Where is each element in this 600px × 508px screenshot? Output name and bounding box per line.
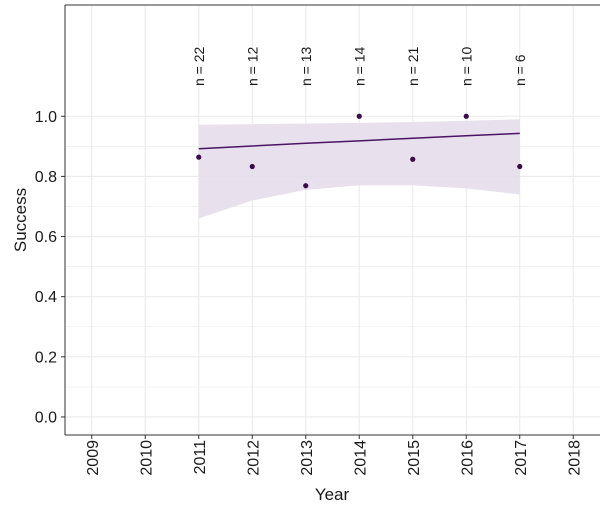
fit-line-layer <box>198 132 520 150</box>
data-points <box>196 113 523 189</box>
x-tick-label: 2014 <box>352 440 369 476</box>
y-tick-label: 0.0 <box>35 409 57 426</box>
x-tick-label: 2013 <box>299 440 316 476</box>
y-tick-label: 0.2 <box>35 349 57 366</box>
plot-panel <box>65 5 600 435</box>
x-tick-label: 2017 <box>513 440 530 476</box>
y-tick-label: 0.8 <box>35 169 57 186</box>
x-tick-label: 2010 <box>138 440 155 476</box>
sample-size-label: n = 14 <box>351 46 367 86</box>
x-tick-label: 2012 <box>245 440 262 476</box>
y-tick-label: 1.0 <box>35 109 57 126</box>
y-tick-label: 0.6 <box>35 229 57 246</box>
axes: 0.0 0.2 0.4 0.6 0.8 1.0 2009 2010 2011 2012 2013 20… <box>35 4 600 476</box>
data-point <box>196 154 202 160</box>
x-tick-label: 2018 <box>566 440 583 476</box>
x-tick-label: 2016 <box>459 440 476 476</box>
sample-size-label: n = 21 <box>405 46 421 86</box>
x-tick-label: 2015 <box>406 440 423 476</box>
data-point <box>517 163 523 170</box>
sample-size-label: n = 6 <box>512 54 528 86</box>
y-axis-title: Success <box>11 188 30 252</box>
sample-size-label: n = 10 <box>458 46 474 86</box>
x-tick-label: 2009 <box>85 440 102 476</box>
sample-size-annotations: n = 22 n = 12 n = 13 n = 14 n = 21 n = 10 n = … <box>191 46 528 86</box>
data-point <box>463 113 469 119</box>
fit-line <box>198 132 520 150</box>
data-point <box>303 183 309 189</box>
sample-size-label: n = 12 <box>244 46 260 86</box>
data-point <box>356 113 362 119</box>
sample-size-label: n = 13 <box>298 46 314 86</box>
x-axis-title: Year <box>315 485 350 504</box>
sample-size-label: n = 22 <box>191 46 207 86</box>
data-point <box>410 156 416 162</box>
y-tick-label: 0.4 <box>35 289 57 306</box>
data-point <box>249 163 255 170</box>
x-tick-label: 2011 <box>192 440 209 475</box>
